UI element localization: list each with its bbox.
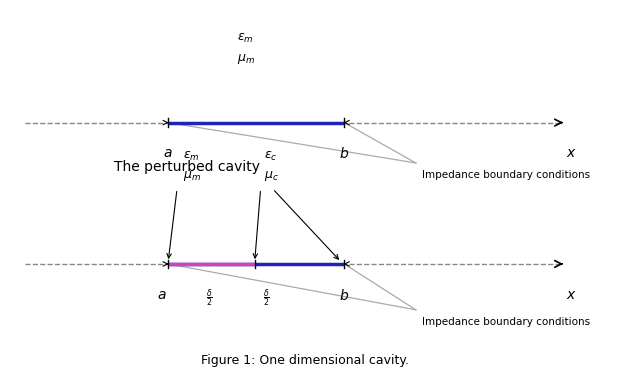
Text: $\varepsilon_m$: $\varepsilon_m$ [183,150,200,163]
Text: The perturbed cavity: The perturbed cavity [115,160,260,174]
Text: $\frac{\delta}{2}$: $\frac{\delta}{2}$ [263,288,270,309]
Text: Figure 1: One dimensional cavity.: Figure 1: One dimensional cavity. [202,354,410,367]
Text: $x$: $x$ [566,146,576,160]
Text: Impedance boundary conditions: Impedance boundary conditions [422,170,590,180]
Text: $b$: $b$ [339,146,349,162]
Text: $\mu_m$: $\mu_m$ [183,169,201,183]
Text: $\frac{\delta}{2}$: $\frac{\delta}{2}$ [207,288,214,309]
Text: $\mu_c$: $\mu_c$ [263,169,278,183]
Text: $a$: $a$ [158,288,167,302]
Text: Impedance boundary conditions: Impedance boundary conditions [422,317,590,327]
Text: $\varepsilon_m$: $\varepsilon_m$ [238,32,254,45]
Text: $\mu_m$: $\mu_m$ [237,52,255,66]
Text: $\varepsilon_c$: $\varepsilon_c$ [263,150,277,163]
Text: $b$: $b$ [339,288,349,303]
Text: $x$: $x$ [566,288,576,302]
Text: $a$: $a$ [163,146,173,160]
